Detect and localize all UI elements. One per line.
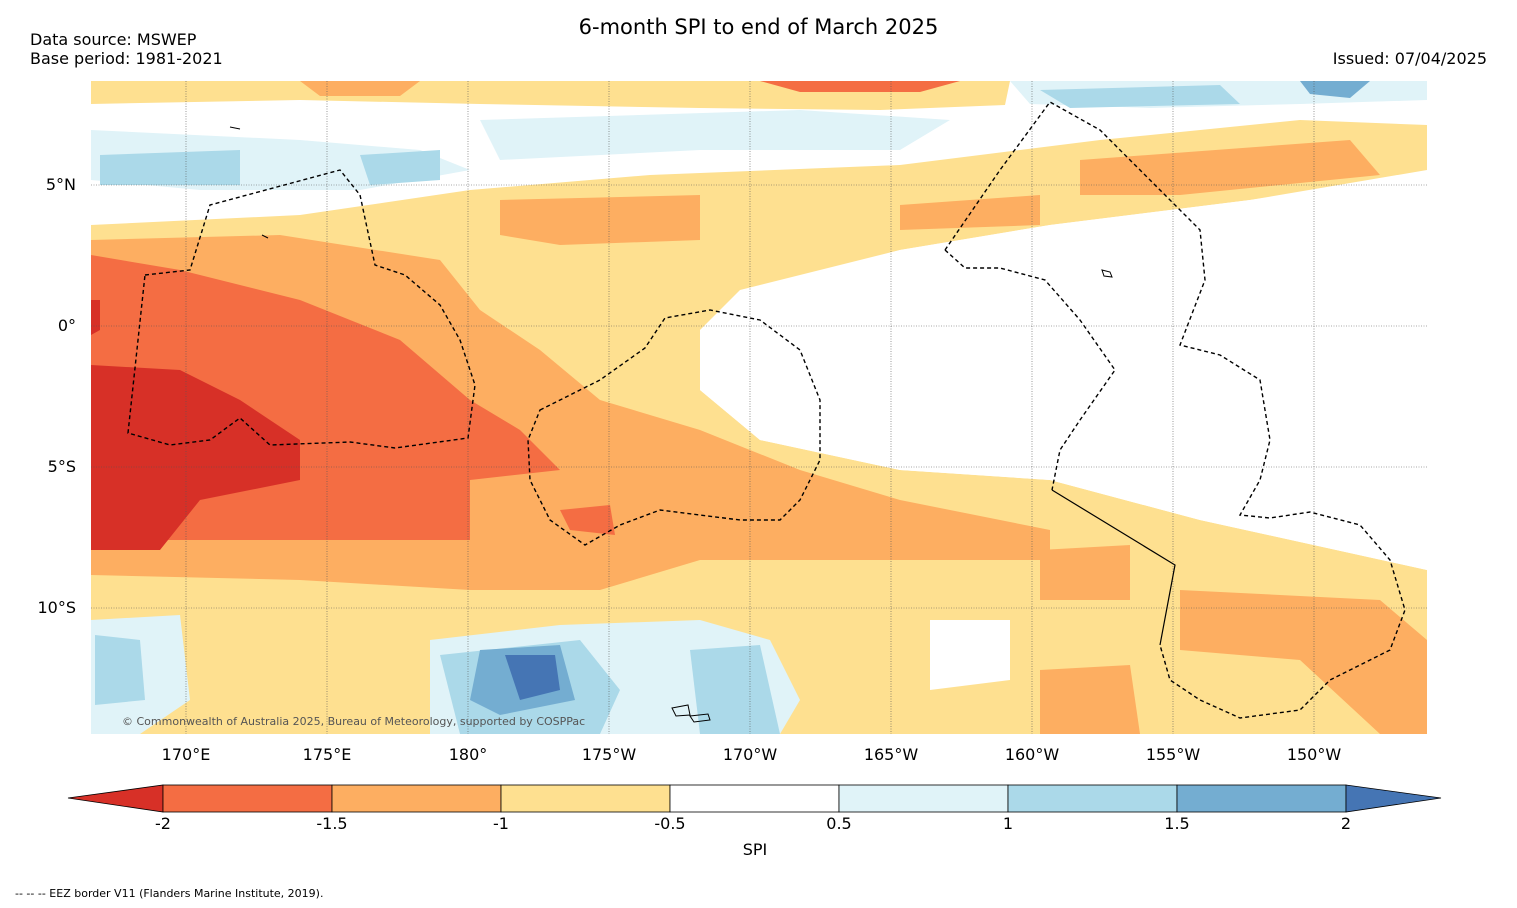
colorbar-tick: -1 [493, 814, 509, 833]
colorbar-label: SPI [742, 840, 768, 859]
colorbar-segment [500, 784, 671, 813]
issued-date: Issued: 07/04/2025 [1332, 49, 1487, 68]
lat-label: 5°S [47, 457, 76, 476]
colorbar-segment [331, 784, 502, 813]
colorbar-segment [1176, 784, 1347, 813]
lat-label: 10°S [37, 598, 76, 617]
colorbar-tick: 1 [1002, 814, 1014, 833]
lon-label: 180° [448, 745, 488, 764]
graticule [91, 81, 1427, 734]
lon-label: 175°E [302, 745, 352, 764]
eez-footnote: -- -- -- EEZ border V11 (Flanders Marine… [15, 887, 324, 900]
colorbar-tick: -1.5 [316, 814, 348, 833]
lon-label: 170°W [722, 745, 778, 764]
colorbar-tick: 2 [1340, 814, 1352, 833]
lat-label: 5°N [45, 175, 76, 194]
colorbar-tick: -2 [155, 814, 171, 833]
colorbar-extend-low [67, 784, 164, 813]
eez-solid-border [1051, 489, 1176, 646]
colorbar-segment [838, 784, 1009, 813]
eez-borders [127, 101, 1406, 719]
lon-label: 160°W [1004, 745, 1060, 764]
colorbar [67, 784, 1442, 813]
base-period-label: Base period: 1981-2021 [30, 49, 223, 68]
colorbar-extend-high [1345, 784, 1442, 813]
colorbar-segment [162, 784, 333, 813]
copyright-notice: © Commonwealth of Australia 2025, Bureau… [122, 715, 586, 728]
data-source-label: Data source: MSWEP [30, 30, 197, 49]
colorbar-segment [1007, 784, 1178, 813]
colorbar-segment [669, 784, 840, 813]
lon-label: 170°E [161, 745, 211, 764]
lon-label: 150°W [1286, 745, 1342, 764]
lat-label: 0° [57, 316, 76, 335]
colorbar-tick: 0.5 [826, 814, 852, 833]
colorbar-tick: -0.5 [654, 814, 686, 833]
colorbar-tick: 1.5 [1164, 814, 1190, 833]
island-outlines [229, 126, 1113, 723]
spi-shading [91, 81, 1427, 734]
lon-label: 155°W [1145, 745, 1201, 764]
map-title: 6-month SPI to end of March 2025 [578, 15, 939, 39]
lon-label: 165°W [863, 745, 919, 764]
lon-label: 175°W [581, 745, 637, 764]
